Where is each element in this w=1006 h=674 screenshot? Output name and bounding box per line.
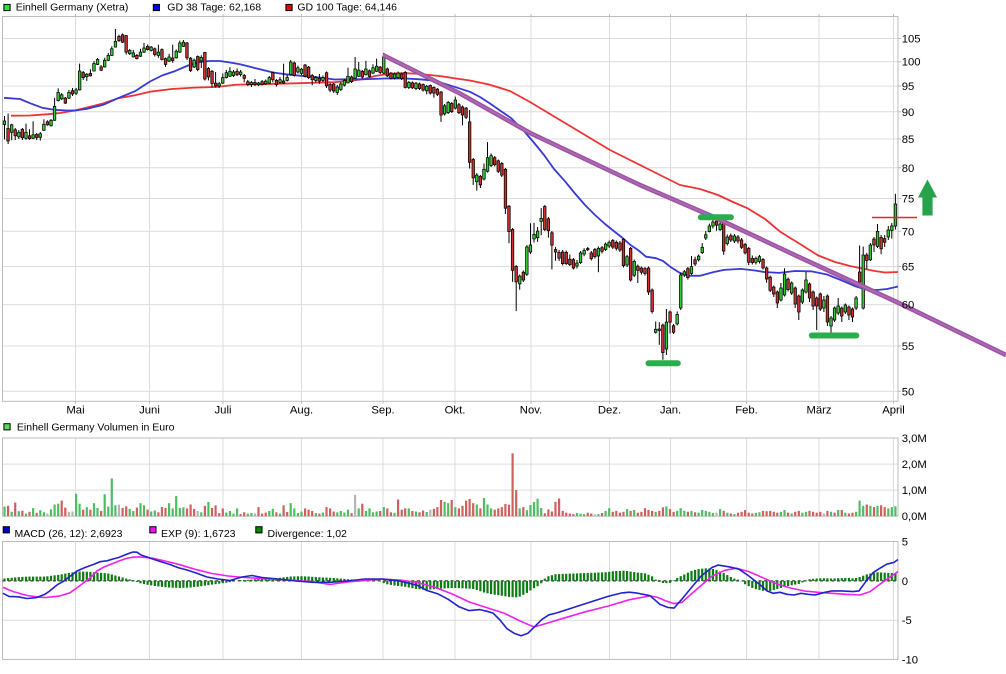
svg-text:EXP (9): 1,6723: EXP (9): 1,6723	[161, 528, 236, 540]
svg-text:-10: -10	[902, 655, 918, 667]
svg-text:105: 105	[902, 34, 921, 46]
svg-text:2,0M: 2,0M	[902, 459, 927, 471]
svg-text:0,0M: 0,0M	[902, 511, 927, 523]
svg-text:Okt.: Okt.	[445, 405, 466, 417]
svg-text:Einhell Germany (Xetra): Einhell Germany (Xetra)	[16, 2, 129, 14]
svg-text:Juli: Juli	[215, 405, 232, 417]
svg-text:100: 100	[902, 57, 921, 69]
svg-text:Nov.: Nov.	[520, 405, 542, 417]
svg-text:75: 75	[902, 194, 915, 206]
svg-text:65: 65	[902, 262, 915, 274]
svg-text:März: März	[806, 405, 831, 417]
svg-text:GD 38 Tage: 62,168: GD 38 Tage: 62,168	[167, 2, 261, 14]
svg-text:GD 100 Tage: 64,146: GD 100 Tage: 64,146	[297, 2, 397, 14]
svg-text:-5: -5	[902, 615, 912, 627]
svg-text:0: 0	[902, 576, 908, 588]
svg-text:80: 80	[902, 163, 915, 175]
svg-text:95: 95	[902, 81, 915, 93]
svg-text:Sep.: Sep.	[371, 405, 394, 417]
svg-text:85: 85	[902, 134, 915, 146]
svg-text:3,0M: 3,0M	[902, 433, 927, 445]
svg-text:1,0M: 1,0M	[902, 485, 927, 497]
svg-text:Mai: Mai	[66, 405, 84, 417]
svg-text:Feb.: Feb.	[735, 405, 758, 417]
svg-text:5: 5	[902, 537, 908, 549]
svg-text:MACD (26, 12): 2,6923: MACD (26, 12): 2,6923	[15, 528, 123, 540]
svg-text:55: 55	[902, 341, 915, 353]
svg-text:50: 50	[902, 386, 915, 398]
svg-text:Dez.: Dez.	[598, 405, 621, 417]
svg-text:60: 60	[902, 300, 915, 312]
svg-text:Jan.: Jan.	[660, 405, 681, 417]
svg-text:Divergence: 1,02: Divergence: 1,02	[268, 528, 348, 540]
svg-text:April: April	[882, 405, 905, 417]
svg-text:90: 90	[902, 107, 915, 119]
svg-text:Aug.: Aug.	[290, 405, 313, 417]
svg-text:Einhell Germany Volumen in Eur: Einhell Germany Volumen in Euro	[17, 421, 175, 433]
svg-text:Juni: Juni	[139, 405, 160, 417]
svg-text:70: 70	[902, 226, 915, 238]
